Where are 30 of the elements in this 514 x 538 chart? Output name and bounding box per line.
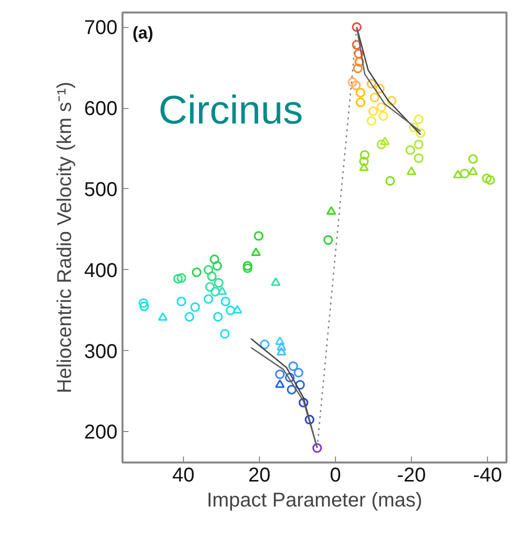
- x-axis-title: Impact Parameter (mas): [206, 490, 422, 512]
- point: [251, 247, 261, 256]
- x-tick-label: -20: [396, 464, 426, 486]
- y-tick-label: 600: [84, 98, 118, 120]
- point: [270, 277, 281, 286]
- point: [275, 336, 285, 346]
- y-tick-label: 300: [84, 340, 118, 363]
- point: [276, 342, 286, 351]
- point: [217, 286, 227, 295]
- point: [326, 206, 336, 215]
- y-tick-label: 200: [84, 422, 118, 444]
- point: [406, 166, 416, 176]
- x-tick-label: 20: [248, 464, 270, 486]
- x-tick-label: -40: [473, 464, 502, 486]
- y-axis-title: Heliocentric Radio Velocity (km s⁻¹): [54, 82, 76, 394]
- point: [359, 162, 369, 172]
- x-tick-label: 40: [172, 464, 194, 486]
- x-tick-label: 0: [330, 464, 341, 486]
- annotation: Circinus: [158, 88, 303, 132]
- annotation: (a): [132, 24, 154, 42]
- y-tick-label: 700: [84, 17, 118, 40]
- point: [232, 304, 242, 314]
- y-tick-label: 400: [84, 260, 118, 282]
- y-tick-label: 500: [84, 178, 118, 201]
- point: [453, 170, 463, 178]
- point: [276, 347, 286, 356]
- point: [380, 136, 390, 146]
- point: [468, 166, 478, 176]
- point: [158, 312, 168, 321]
- point: [275, 379, 285, 388]
